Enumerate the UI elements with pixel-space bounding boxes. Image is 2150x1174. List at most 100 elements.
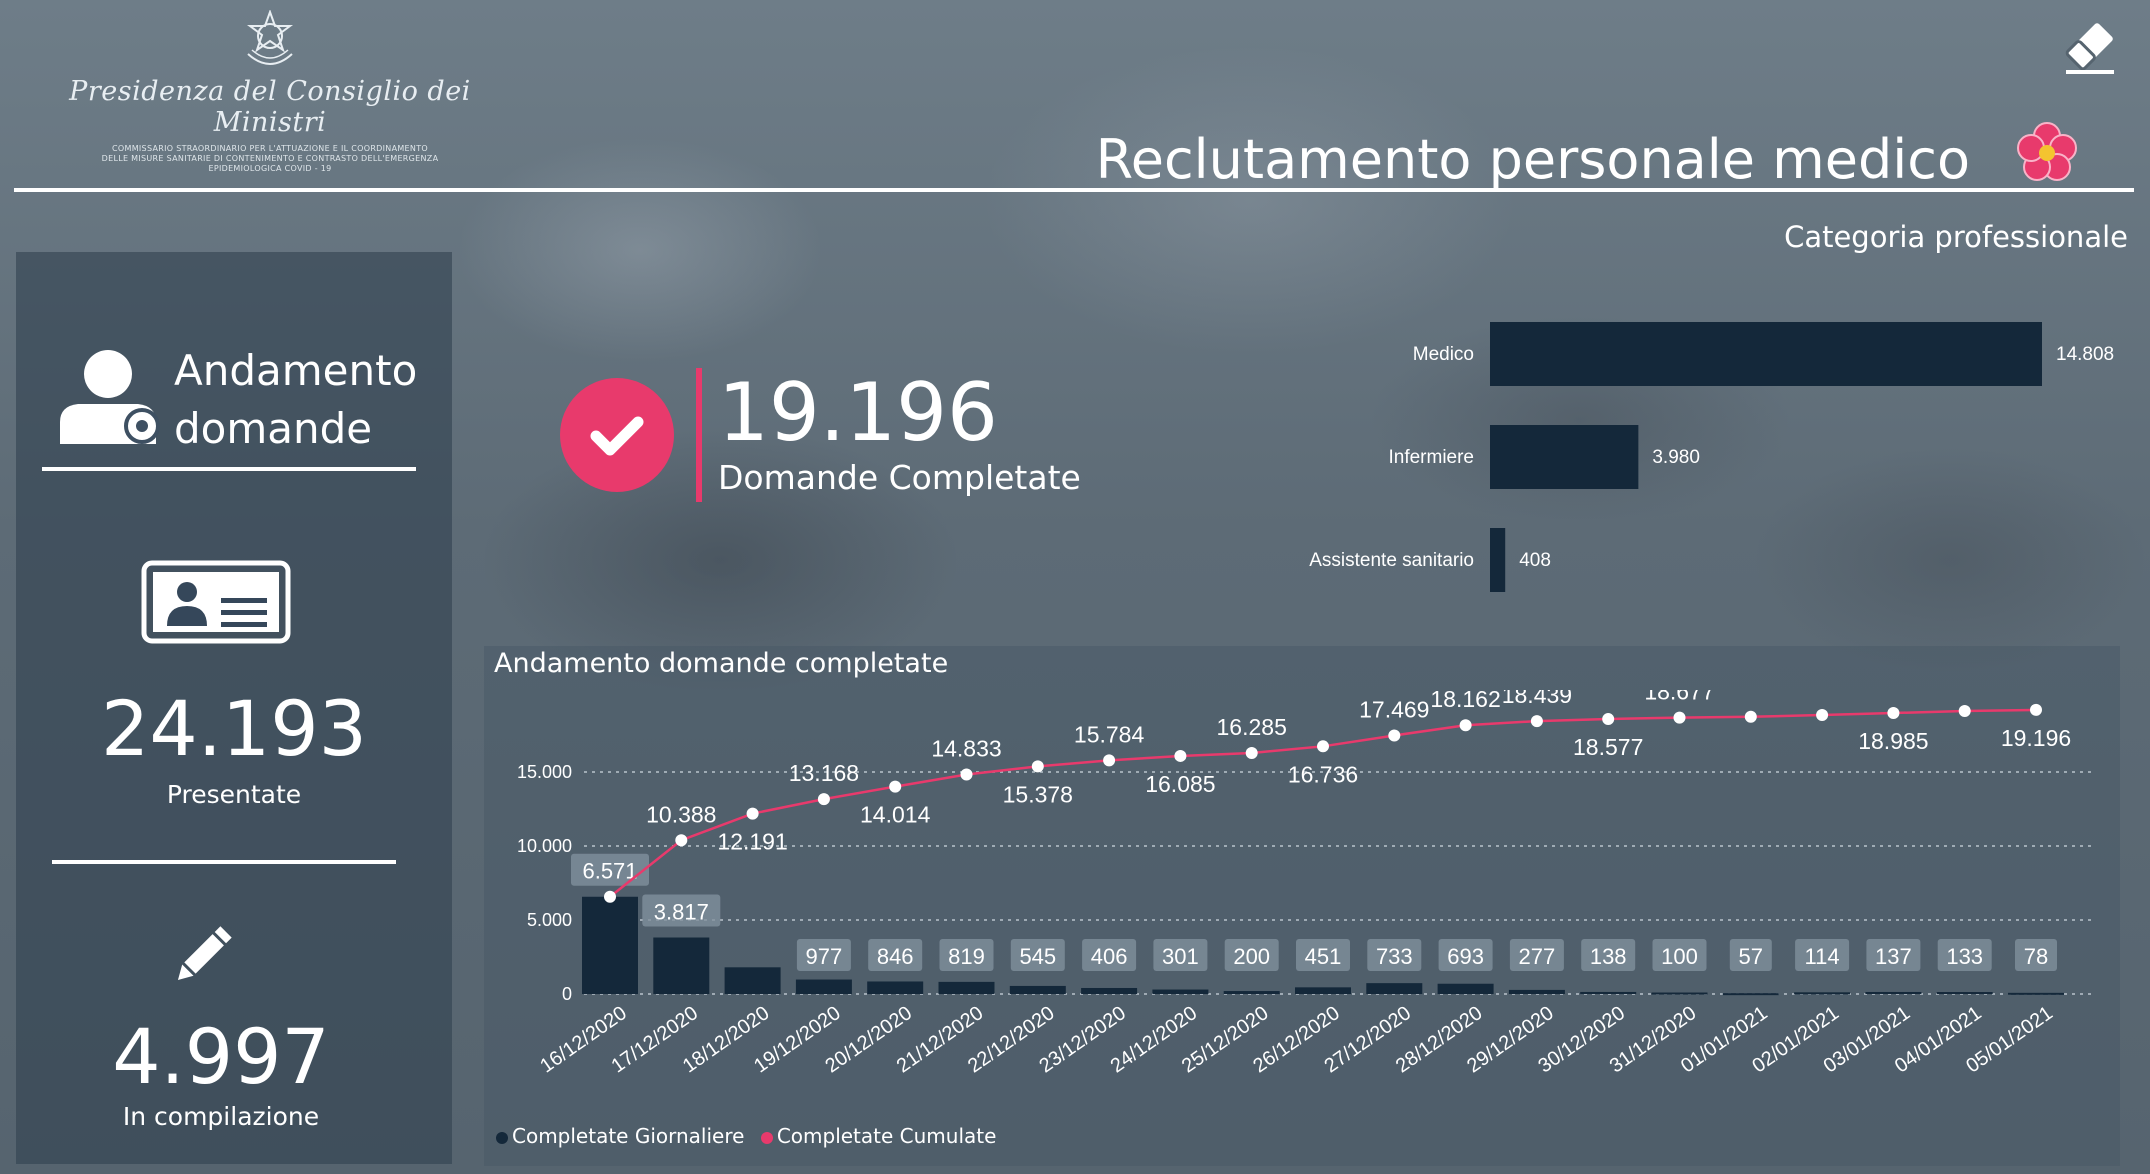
cumulative-point xyxy=(960,768,973,781)
daily-value-label: 114 xyxy=(1805,944,1840,969)
y-tick-label: 10.000 xyxy=(517,836,572,856)
daily-value-label: 137 xyxy=(1875,944,1912,969)
daily-value-label: 977 xyxy=(806,944,843,969)
categoria-bar-chart: Medico 14.808 Infermiere 3.980 Assistente sa… xyxy=(1309,322,2114,592)
sidebar-divider xyxy=(42,467,416,471)
category-label: Infermiere xyxy=(1388,447,1474,468)
sidebar-heading: Andamento domande xyxy=(174,346,418,453)
daily-label-box xyxy=(1153,939,1208,971)
cumulative-point xyxy=(2030,703,2042,716)
cumulative-value-label: 15.378 xyxy=(1003,781,1073,807)
cumulative-value-label: 15.784 xyxy=(1074,721,1145,747)
category-label: Medico xyxy=(1413,344,1474,365)
daily-bar xyxy=(724,967,781,994)
legend-item-cumulate[interactable]: Completate Cumulate xyxy=(760,1124,996,1148)
daily-bar xyxy=(795,979,852,994)
cumulative-point xyxy=(1744,710,1757,723)
incompilazione-label: In compilazione xyxy=(122,1102,320,1131)
cumulative-value-label: 18.985 xyxy=(1858,728,1928,754)
daily-value-label: 6.571 xyxy=(582,859,637,884)
logo-signature: Presidenza del Consiglio dei Ministri xyxy=(69,76,471,138)
category-value-label: 14.808 xyxy=(2056,344,2114,365)
daily-bar xyxy=(1009,985,1066,994)
cumulative-point xyxy=(1673,711,1686,724)
daily-label-box xyxy=(1795,939,1850,971)
y-tick-label: 0 xyxy=(562,984,572,1004)
daily-value-label: 451 xyxy=(1305,944,1342,969)
cumulative-point xyxy=(817,793,830,806)
cumulative-value-label: 14.014 xyxy=(860,802,931,828)
flower-icon xyxy=(2017,122,2077,181)
legend-item-giornaliere[interactable]: Completate Giornaliere xyxy=(496,1124,751,1148)
sidebar-panel: Andamento domande 24.193 Presentate 4.99… xyxy=(16,252,452,1164)
pencil-icon xyxy=(177,926,232,981)
cumulative-point xyxy=(1317,740,1329,753)
cumulative-value-label: 14.833 xyxy=(931,735,1001,761)
categoria-title: Categoria professionale xyxy=(1784,220,2128,254)
daily-bar xyxy=(1508,989,1565,994)
daily-bar xyxy=(1437,983,1494,994)
daily-label-box xyxy=(1224,939,1279,971)
cumulative-point xyxy=(1388,729,1401,742)
daily-label-box xyxy=(1581,939,1636,971)
cumulative-point xyxy=(1459,719,1472,732)
daily-bar xyxy=(1936,992,1993,995)
daily-label-box xyxy=(868,939,923,971)
legend-dot-icon xyxy=(496,1131,508,1144)
category-bar xyxy=(1490,322,2042,386)
daily-label-box xyxy=(1438,939,1493,971)
daily-value-label: 200 xyxy=(1233,944,1270,969)
daily-value-label: 406 xyxy=(1091,944,1128,969)
y-tick-label: 5.000 xyxy=(527,910,572,930)
daily-bar xyxy=(1722,993,1779,996)
daily-value-label: 819 xyxy=(948,944,985,969)
cumulative-value-label: 18.439 xyxy=(1502,690,1572,708)
daily-bar xyxy=(1366,983,1423,994)
daily-value-label: 301 xyxy=(1162,944,1199,969)
daily-label-box xyxy=(571,853,649,886)
page-title: Reclutamento personale medico xyxy=(1095,128,1970,191)
cumulative-value-label: 13.168 xyxy=(789,760,859,786)
cumulative-point xyxy=(1103,754,1116,767)
cumulative-point xyxy=(675,834,688,847)
cumulative-value-label: 12.191 xyxy=(717,829,787,855)
daily-label-box xyxy=(796,939,851,971)
checkmark-icon xyxy=(590,416,644,456)
daily-value-label: 133 xyxy=(1946,944,1983,969)
italian-emblem-icon xyxy=(247,10,293,65)
user-icon xyxy=(60,350,160,444)
daily-label-box xyxy=(1509,939,1564,971)
incompilazione-value: 4.997 xyxy=(112,1012,330,1101)
daily-label-box xyxy=(642,894,721,927)
daily-value-label: 545 xyxy=(1019,944,1056,969)
daily-value-label: 138 xyxy=(1590,944,1627,969)
cumulative-value-label: 16.736 xyxy=(1288,761,1358,787)
category-bar xyxy=(1490,425,1639,489)
cumulative-point xyxy=(1958,705,1971,718)
daily-label-box xyxy=(1866,939,1921,971)
daily-bar xyxy=(1295,987,1351,994)
daily-label-box xyxy=(1367,939,1422,971)
presentate-value: 24.193 xyxy=(101,684,367,773)
cumulative-value-label: 18.677 xyxy=(1644,690,1714,705)
eraser-icon[interactable] xyxy=(2058,14,2122,78)
daily-label-box xyxy=(939,939,994,971)
daily-bar xyxy=(653,937,710,994)
trend-title: Andamento domande completate xyxy=(494,648,949,679)
cumulative-point xyxy=(1816,709,1829,722)
y-tick-label: 15.000 xyxy=(517,762,572,782)
cumulative-value-label: 18.577 xyxy=(1573,734,1643,760)
cumulative-value-label: 18.162 xyxy=(1430,690,1500,712)
kpi-accent-bar xyxy=(696,368,702,502)
cumulative-point xyxy=(1245,746,1258,759)
daily-bar xyxy=(867,981,924,994)
cumulative-value-label: 17.469 xyxy=(1359,696,1429,722)
daily-value-label: 277 xyxy=(1519,944,1556,969)
daily-value-label: 733 xyxy=(1376,944,1413,969)
cumulative-point xyxy=(1602,713,1615,726)
daily-value-label: 846 xyxy=(877,944,914,969)
logo-subtitle: COMMISSARIO STRAORDINARIO PER L'ATTUAZIO… xyxy=(101,144,439,173)
completate-value: 19.196 xyxy=(718,366,998,459)
daily-label-box xyxy=(1937,939,1992,971)
sidebar-divider xyxy=(52,860,396,864)
